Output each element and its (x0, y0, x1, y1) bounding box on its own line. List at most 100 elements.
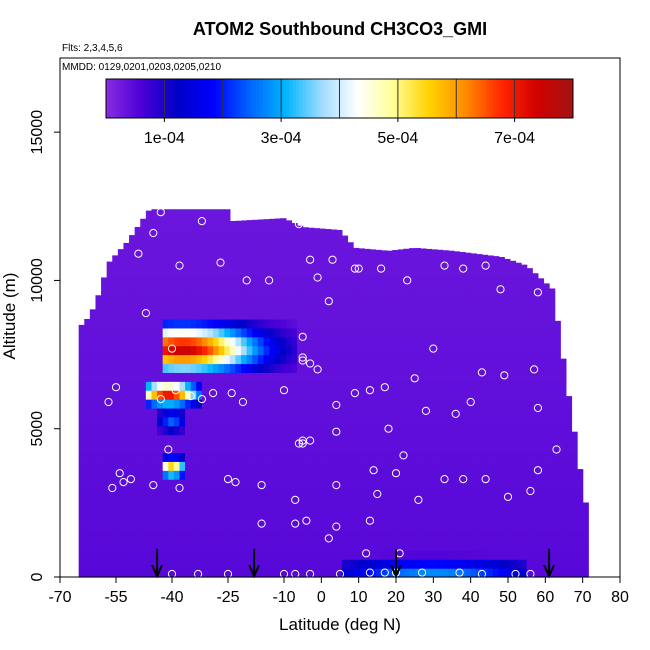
heatmap-cell (448, 372, 455, 382)
heatmap-cell (381, 301, 388, 311)
heatmap-cell (201, 247, 209, 258)
heatmap-cell (101, 277, 108, 284)
heatmap-cell (353, 532, 360, 543)
heatmap-cell (224, 381, 231, 391)
heatmap-cell (257, 399, 265, 409)
colorbar-swatch (549, 79, 554, 118)
latitude-arrow (543, 548, 555, 579)
heatmap-cell (218, 470, 225, 480)
heatmap-cell (465, 505, 472, 516)
heatmap-cell (392, 301, 399, 311)
heatmap-cell (560, 568, 567, 578)
heatmap-cell (229, 416, 237, 427)
heatmap-cell (425, 390, 433, 400)
heatmap-cell (218, 532, 225, 543)
heatmap-cell (84, 541, 91, 551)
heatmap-cell (504, 470, 511, 480)
heatmap-cell (560, 496, 567, 507)
heatmap-cell (252, 416, 259, 427)
heatmap-cell (285, 301, 293, 311)
heatmap-cell (246, 372, 253, 382)
heatmap-cell (565, 461, 573, 471)
heatmap-cell (459, 407, 466, 418)
heatmap-cell (330, 256, 337, 267)
heatmap-cell (201, 354, 209, 365)
heatmap-cell (476, 443, 483, 454)
heatmap-cell (246, 327, 253, 338)
heatmap-cell (386, 372, 393, 382)
heatmap-cell (241, 310, 248, 320)
heatmap-cell (280, 559, 287, 569)
heatmap-cell (196, 212, 203, 222)
heatmap-cell (521, 390, 528, 400)
heatmap-cell (369, 550, 377, 560)
heatmap-cell (498, 452, 505, 462)
colorbar-swatch (169, 79, 174, 118)
heatmap-cell (241, 407, 248, 418)
heatmap-cell (263, 238, 270, 249)
heatmap-cell (173, 559, 181, 569)
heatmap-cell (246, 363, 253, 373)
heatmap-cell (453, 488, 461, 498)
heatmap-cell (213, 550, 220, 560)
heatmap-cell (185, 407, 192, 418)
observation-point (294, 220, 303, 229)
heatmap-cell (526, 452, 533, 462)
heatmap-cell (498, 310, 505, 320)
heatmap-cell (179, 559, 186, 569)
heatmap-cell (420, 443, 427, 454)
heatmap-cell (117, 407, 125, 418)
heatmap-cell (341, 496, 349, 507)
heatmap-cell (78, 541, 85, 551)
heatmap-cell (336, 336, 343, 347)
colorbar-swatch (489, 79, 494, 118)
heatmap-cell (414, 505, 421, 516)
heatmap-cell (571, 431, 578, 436)
heatmap-cell (190, 399, 197, 409)
heatmap-cell (470, 470, 477, 480)
heatmap-cell (95, 461, 102, 471)
heatmap-cell (112, 434, 119, 445)
observation-point (111, 383, 121, 392)
heatmap-cell (151, 399, 158, 409)
heatmap-cell (145, 345, 153, 356)
heatmap-cell (397, 265, 405, 276)
heatmap-cell (185, 523, 192, 534)
heatmap-cell (487, 496, 494, 507)
heatmap-cell (453, 470, 461, 480)
heatmap-cell (291, 514, 298, 525)
heatmap-cell (274, 416, 281, 427)
heatmap-cell (313, 568, 321, 578)
heatmap-cell (425, 345, 433, 356)
heatmap-cell (526, 443, 533, 454)
heatmap-cell (252, 407, 259, 418)
colorbar-swatch (152, 79, 157, 118)
colorbar-swatch (559, 79, 564, 118)
heatmap-cell (560, 470, 567, 480)
colorbar-swatch (416, 79, 421, 118)
heatmap-cell (185, 514, 192, 525)
heatmap-cell (280, 310, 287, 320)
heatmap-cell (201, 274, 209, 284)
heatmap-cell (325, 390, 332, 400)
heatmap-cell (229, 336, 237, 347)
y-tick-label: 15000 (29, 110, 46, 155)
heatmap-cell (201, 310, 209, 320)
heatmap-cell (179, 452, 186, 462)
heatmap-cell (481, 488, 489, 498)
heatmap-cell (129, 265, 136, 276)
heatmap-cell (157, 434, 164, 445)
heatmap-cell (397, 559, 405, 569)
observation-point (455, 568, 464, 577)
heatmap-cell (185, 550, 192, 560)
heatmap-cell (543, 283, 550, 293)
heatmap-cell (95, 407, 102, 418)
heatmap-cell (319, 265, 326, 276)
heatmap-cell (358, 532, 365, 543)
heatmap-cell (241, 247, 248, 258)
heatmap-cell (498, 443, 505, 454)
heatmap-cell (151, 310, 158, 320)
heatmap-cell (117, 559, 125, 569)
heatmap-cell (213, 479, 220, 489)
heatmap-cell (353, 390, 360, 400)
